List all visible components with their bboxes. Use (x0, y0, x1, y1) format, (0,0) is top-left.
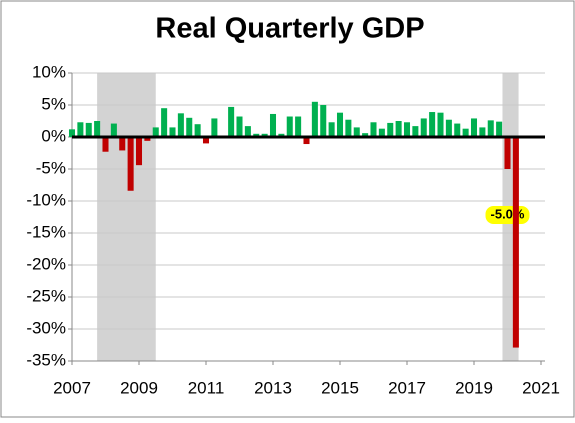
x-tick-label: 2021 (522, 378, 560, 397)
bar (253, 133, 260, 137)
bar (202, 137, 210, 144)
x-tick-label: 2007 (53, 378, 91, 397)
bar (429, 112, 436, 137)
recession-band (97, 73, 156, 361)
bar (269, 113, 277, 137)
y-tick-label: -10% (26, 190, 66, 209)
bar (102, 137, 109, 152)
bar (420, 118, 427, 137)
bar (85, 122, 92, 137)
y-tick-label: -5% (36, 158, 66, 177)
bar (228, 106, 235, 137)
bar (236, 116, 243, 137)
bar (445, 119, 452, 137)
bar (504, 137, 511, 169)
bar (353, 127, 360, 137)
bar (161, 108, 168, 137)
bar (186, 117, 193, 137)
bar (470, 118, 478, 137)
bar (387, 122, 394, 137)
value-label: -5.0% (491, 206, 525, 221)
bar (454, 123, 461, 137)
bar (110, 123, 117, 137)
bar (336, 112, 344, 137)
bar (127, 137, 134, 191)
y-tick-label: -35% (26, 350, 66, 369)
y-tick-label: -15% (26, 222, 66, 241)
chart-title: Real Quarterly GDP (155, 13, 424, 45)
bar (261, 133, 268, 137)
bar (177, 113, 184, 137)
bar (94, 121, 101, 137)
bar (135, 137, 143, 166)
bar (211, 118, 218, 137)
bar (496, 121, 503, 137)
bar (362, 133, 369, 137)
bar (144, 137, 151, 141)
bar (169, 127, 176, 137)
bar (328, 122, 335, 137)
bar (462, 128, 469, 137)
x-tick-label: 2015 (321, 378, 359, 397)
bar (244, 126, 251, 137)
x-tick-label: 2017 (388, 378, 426, 397)
bar (194, 124, 201, 137)
bar (403, 122, 411, 137)
y-tick-label: -20% (26, 254, 66, 273)
bar (119, 137, 126, 151)
x-tick-label: 2019 (455, 378, 493, 397)
bar (345, 119, 352, 137)
bar (412, 126, 419, 137)
y-tick-label: 0% (41, 126, 66, 145)
bar (77, 122, 84, 137)
x-tick-label: 2009 (120, 378, 158, 397)
bar (370, 122, 377, 137)
x-tick-label: 2011 (188, 378, 225, 397)
bar (395, 121, 402, 137)
bar (378, 128, 385, 137)
bar (303, 137, 310, 145)
y-tick-label: -30% (26, 318, 66, 337)
x-tick-label: 2013 (254, 378, 292, 397)
bar (512, 137, 519, 348)
bar (278, 133, 285, 137)
y-tick-label: -25% (26, 286, 66, 305)
bar (311, 101, 318, 137)
bar (286, 116, 293, 137)
bar (437, 112, 444, 137)
bar (320, 105, 327, 137)
bar (479, 127, 486, 137)
bar (68, 129, 76, 137)
y-tick-label: 5% (41, 94, 66, 113)
bar (295, 116, 302, 137)
y-tick-label: 10% (32, 62, 66, 81)
bar (152, 127, 159, 137)
bar (487, 120, 494, 137)
